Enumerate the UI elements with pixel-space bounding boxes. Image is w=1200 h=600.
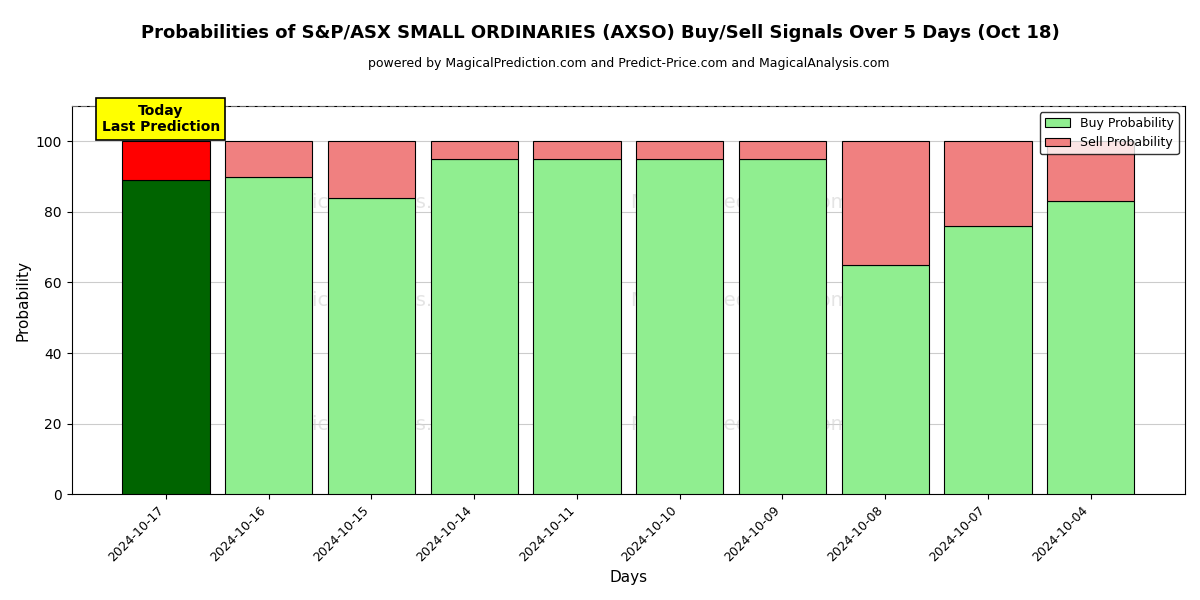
Title: powered by MagicalPrediction.com and Predict-Price.com and MagicalAnalysis.com: powered by MagicalPrediction.com and Pre… bbox=[367, 57, 889, 70]
Text: Probabilities of S&P/ASX SMALL ORDINARIES (AXSO) Buy/Sell Signals Over 5 Days (O: Probabilities of S&P/ASX SMALL ORDINARIE… bbox=[140, 24, 1060, 42]
Bar bbox=[431, 141, 518, 159]
Bar bbox=[431, 159, 518, 494]
Legend: Buy Probability, Sell Probability: Buy Probability, Sell Probability bbox=[1040, 112, 1178, 154]
Bar bbox=[1048, 201, 1134, 494]
Text: MagicalAnalysis.com: MagicalAnalysis.com bbox=[271, 415, 474, 434]
Bar bbox=[328, 197, 415, 494]
Text: MagicalAnalysis.com: MagicalAnalysis.com bbox=[271, 193, 474, 212]
X-axis label: Days: Days bbox=[610, 570, 647, 585]
Text: MagicalPrediction.com: MagicalPrediction.com bbox=[630, 193, 850, 212]
Bar bbox=[1048, 141, 1134, 201]
Bar bbox=[226, 176, 312, 494]
Text: MagicalPrediction.com: MagicalPrediction.com bbox=[630, 415, 850, 434]
Bar bbox=[944, 226, 1032, 494]
Bar bbox=[841, 265, 929, 494]
Text: Today
Last Prediction: Today Last Prediction bbox=[102, 104, 220, 134]
Text: MagicalAnalysis.com: MagicalAnalysis.com bbox=[271, 290, 474, 310]
Bar bbox=[636, 159, 724, 494]
Bar bbox=[328, 141, 415, 197]
Text: MagicalPrediction.com: MagicalPrediction.com bbox=[630, 290, 850, 310]
Bar bbox=[841, 141, 929, 265]
Bar bbox=[533, 141, 620, 159]
Bar bbox=[944, 141, 1032, 226]
Bar bbox=[636, 141, 724, 159]
Bar bbox=[122, 180, 210, 494]
Bar bbox=[226, 141, 312, 176]
Bar bbox=[739, 159, 826, 494]
Y-axis label: Probability: Probability bbox=[16, 260, 30, 341]
Bar bbox=[533, 159, 620, 494]
Bar bbox=[122, 141, 210, 180]
Bar bbox=[739, 141, 826, 159]
